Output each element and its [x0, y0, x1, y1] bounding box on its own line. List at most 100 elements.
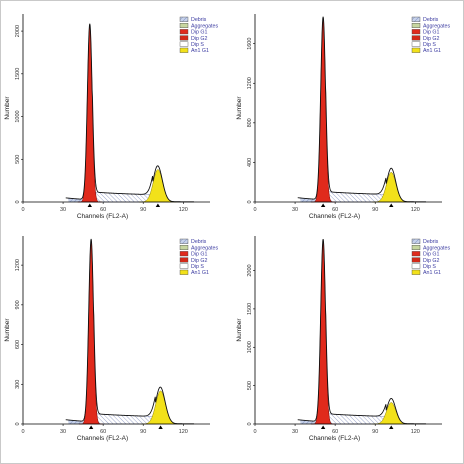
legend-swatch: [179, 47, 189, 53]
legend-label: Aggregates: [191, 245, 218, 251]
y-tick-label: 0: [15, 422, 21, 425]
peak-marker: [389, 203, 394, 207]
legend-swatch: [411, 35, 421, 41]
legend-label: Dip G2: [423, 36, 440, 42]
peak-marker: [320, 203, 326, 207]
x-axis-title: Channels (FL2-A): [309, 213, 360, 220]
x-tick-label: 60: [332, 207, 338, 213]
x-axis-title: Channels (FL2-A): [309, 435, 360, 442]
x-tick-label: 60: [332, 429, 338, 435]
x-tick-label: 30: [292, 429, 298, 435]
legend-swatch: [179, 269, 189, 275]
x-tick-label: 60: [100, 429, 106, 435]
legend-swatch: [411, 29, 421, 35]
legend-label: Dip S: [191, 264, 204, 270]
x-axis-title: Channels (FL2-A): [77, 213, 128, 220]
histogram-panel-4: 0 500 1000 1500 2000 0 30 60 90 120 Channels (FL2-…: [236, 236, 450, 442]
legend-label: An1 G1: [423, 270, 441, 276]
legend-label: Dip G2: [423, 258, 440, 264]
x-tick-label: 90: [140, 429, 146, 435]
histogram-envelope-line: [65, 238, 194, 425]
x-tick-label: 90: [140, 207, 146, 213]
y-tick-label: 400: [247, 158, 253, 167]
y-tick-label: 2000: [15, 25, 21, 37]
legend-swatch: [179, 16, 189, 22]
y-tick-label: 1600: [247, 38, 253, 50]
legend-label: Dip G1: [423, 252, 440, 258]
legend-label: Aggregates: [191, 23, 218, 29]
histogram-panel-2: 0 400 800 1200 1600 0 30 60 90 120 Channels (FL2-A…: [236, 14, 450, 220]
legend-swatch: [179, 35, 189, 41]
y-tick-label: 2000: [247, 264, 253, 276]
y-axis-title: Number: [4, 96, 11, 120]
y-tick-label: 600: [15, 340, 21, 349]
x-tick-label: 0: [21, 207, 24, 213]
x-tick-label: 90: [372, 207, 378, 213]
y-tick-label: 0: [247, 422, 253, 425]
y-tick-label: 1500: [247, 303, 253, 315]
legend-swatch: [179, 29, 189, 35]
y-tick-label: 300: [15, 380, 21, 389]
y-axis-title: Number: [4, 318, 11, 342]
y-tick-label: 0: [247, 200, 253, 203]
legend-label: Aggregates: [423, 23, 450, 29]
legend-swatch: [179, 238, 189, 244]
x-tick-label: 0: [21, 429, 24, 435]
y-axis-title: Number: [236, 318, 243, 342]
legend-swatch: [179, 263, 189, 269]
legend-swatch: [411, 41, 421, 47]
legend-swatch: [411, 269, 421, 275]
legend-label: An1 G1: [191, 48, 209, 54]
legend-label: Dip S: [423, 42, 436, 48]
legend-label: Debris: [191, 239, 207, 245]
legend-label: Dip G1: [191, 30, 208, 36]
legend-label: Debris: [191, 17, 207, 23]
y-tick-label: 500: [247, 381, 253, 390]
peak-marker: [389, 425, 394, 429]
peak-marker: [155, 203, 161, 207]
x-tick-label: 0: [253, 207, 256, 213]
legend-label: An1 G1: [423, 48, 441, 54]
legend-swatch: [411, 263, 421, 269]
x-tick-label: 30: [292, 207, 298, 213]
legend-swatch: [179, 245, 189, 251]
x-axis-title: Channels (FL2-A): [77, 435, 128, 442]
legend-label: Dip G1: [191, 252, 208, 258]
y-tick-label: 1200: [247, 77, 253, 89]
legend-swatch: [411, 238, 421, 244]
legend-label: Dip G2: [191, 258, 208, 264]
peak-marker: [320, 425, 326, 429]
y-tick-label: 1200: [15, 259, 21, 271]
x-tick-label: 60: [100, 207, 106, 213]
x-tick-label: 90: [372, 429, 378, 435]
legend-swatch: [411, 257, 421, 263]
legend-swatch: [411, 16, 421, 22]
histogram-envelope-line: [297, 239, 426, 425]
dip-g1-peak: [78, 241, 104, 425]
legend-label: Aggregates: [423, 245, 450, 251]
peak-marker: [88, 425, 94, 429]
legend-label: Debris: [423, 17, 439, 23]
dip-g1-peak: [77, 25, 102, 203]
legend-swatch: [179, 251, 189, 257]
x-tick-label: 30: [60, 207, 66, 213]
legend-label: Dip G1: [423, 30, 440, 36]
x-tick-label: 120: [179, 429, 188, 435]
x-tick-label: 120: [179, 207, 188, 213]
legend-label: An1 G1: [191, 270, 209, 276]
histogram-panel-3: 0 300 600 900 1200 0 30 60 90 120 Channels (FL2-A)…: [4, 236, 218, 442]
legend-swatch: [411, 23, 421, 29]
y-tick-label: 1000: [247, 341, 253, 353]
legend-label: Dip G2: [191, 36, 208, 42]
legend-label: Dip S: [191, 42, 204, 48]
dip-g1-peak: [310, 18, 336, 203]
y-axis-title: Number: [236, 96, 243, 120]
legend-swatch: [411, 47, 421, 53]
y-tick-label: 500: [15, 155, 21, 164]
legend-swatch: [179, 41, 189, 47]
legend-label: Debris: [423, 239, 439, 245]
